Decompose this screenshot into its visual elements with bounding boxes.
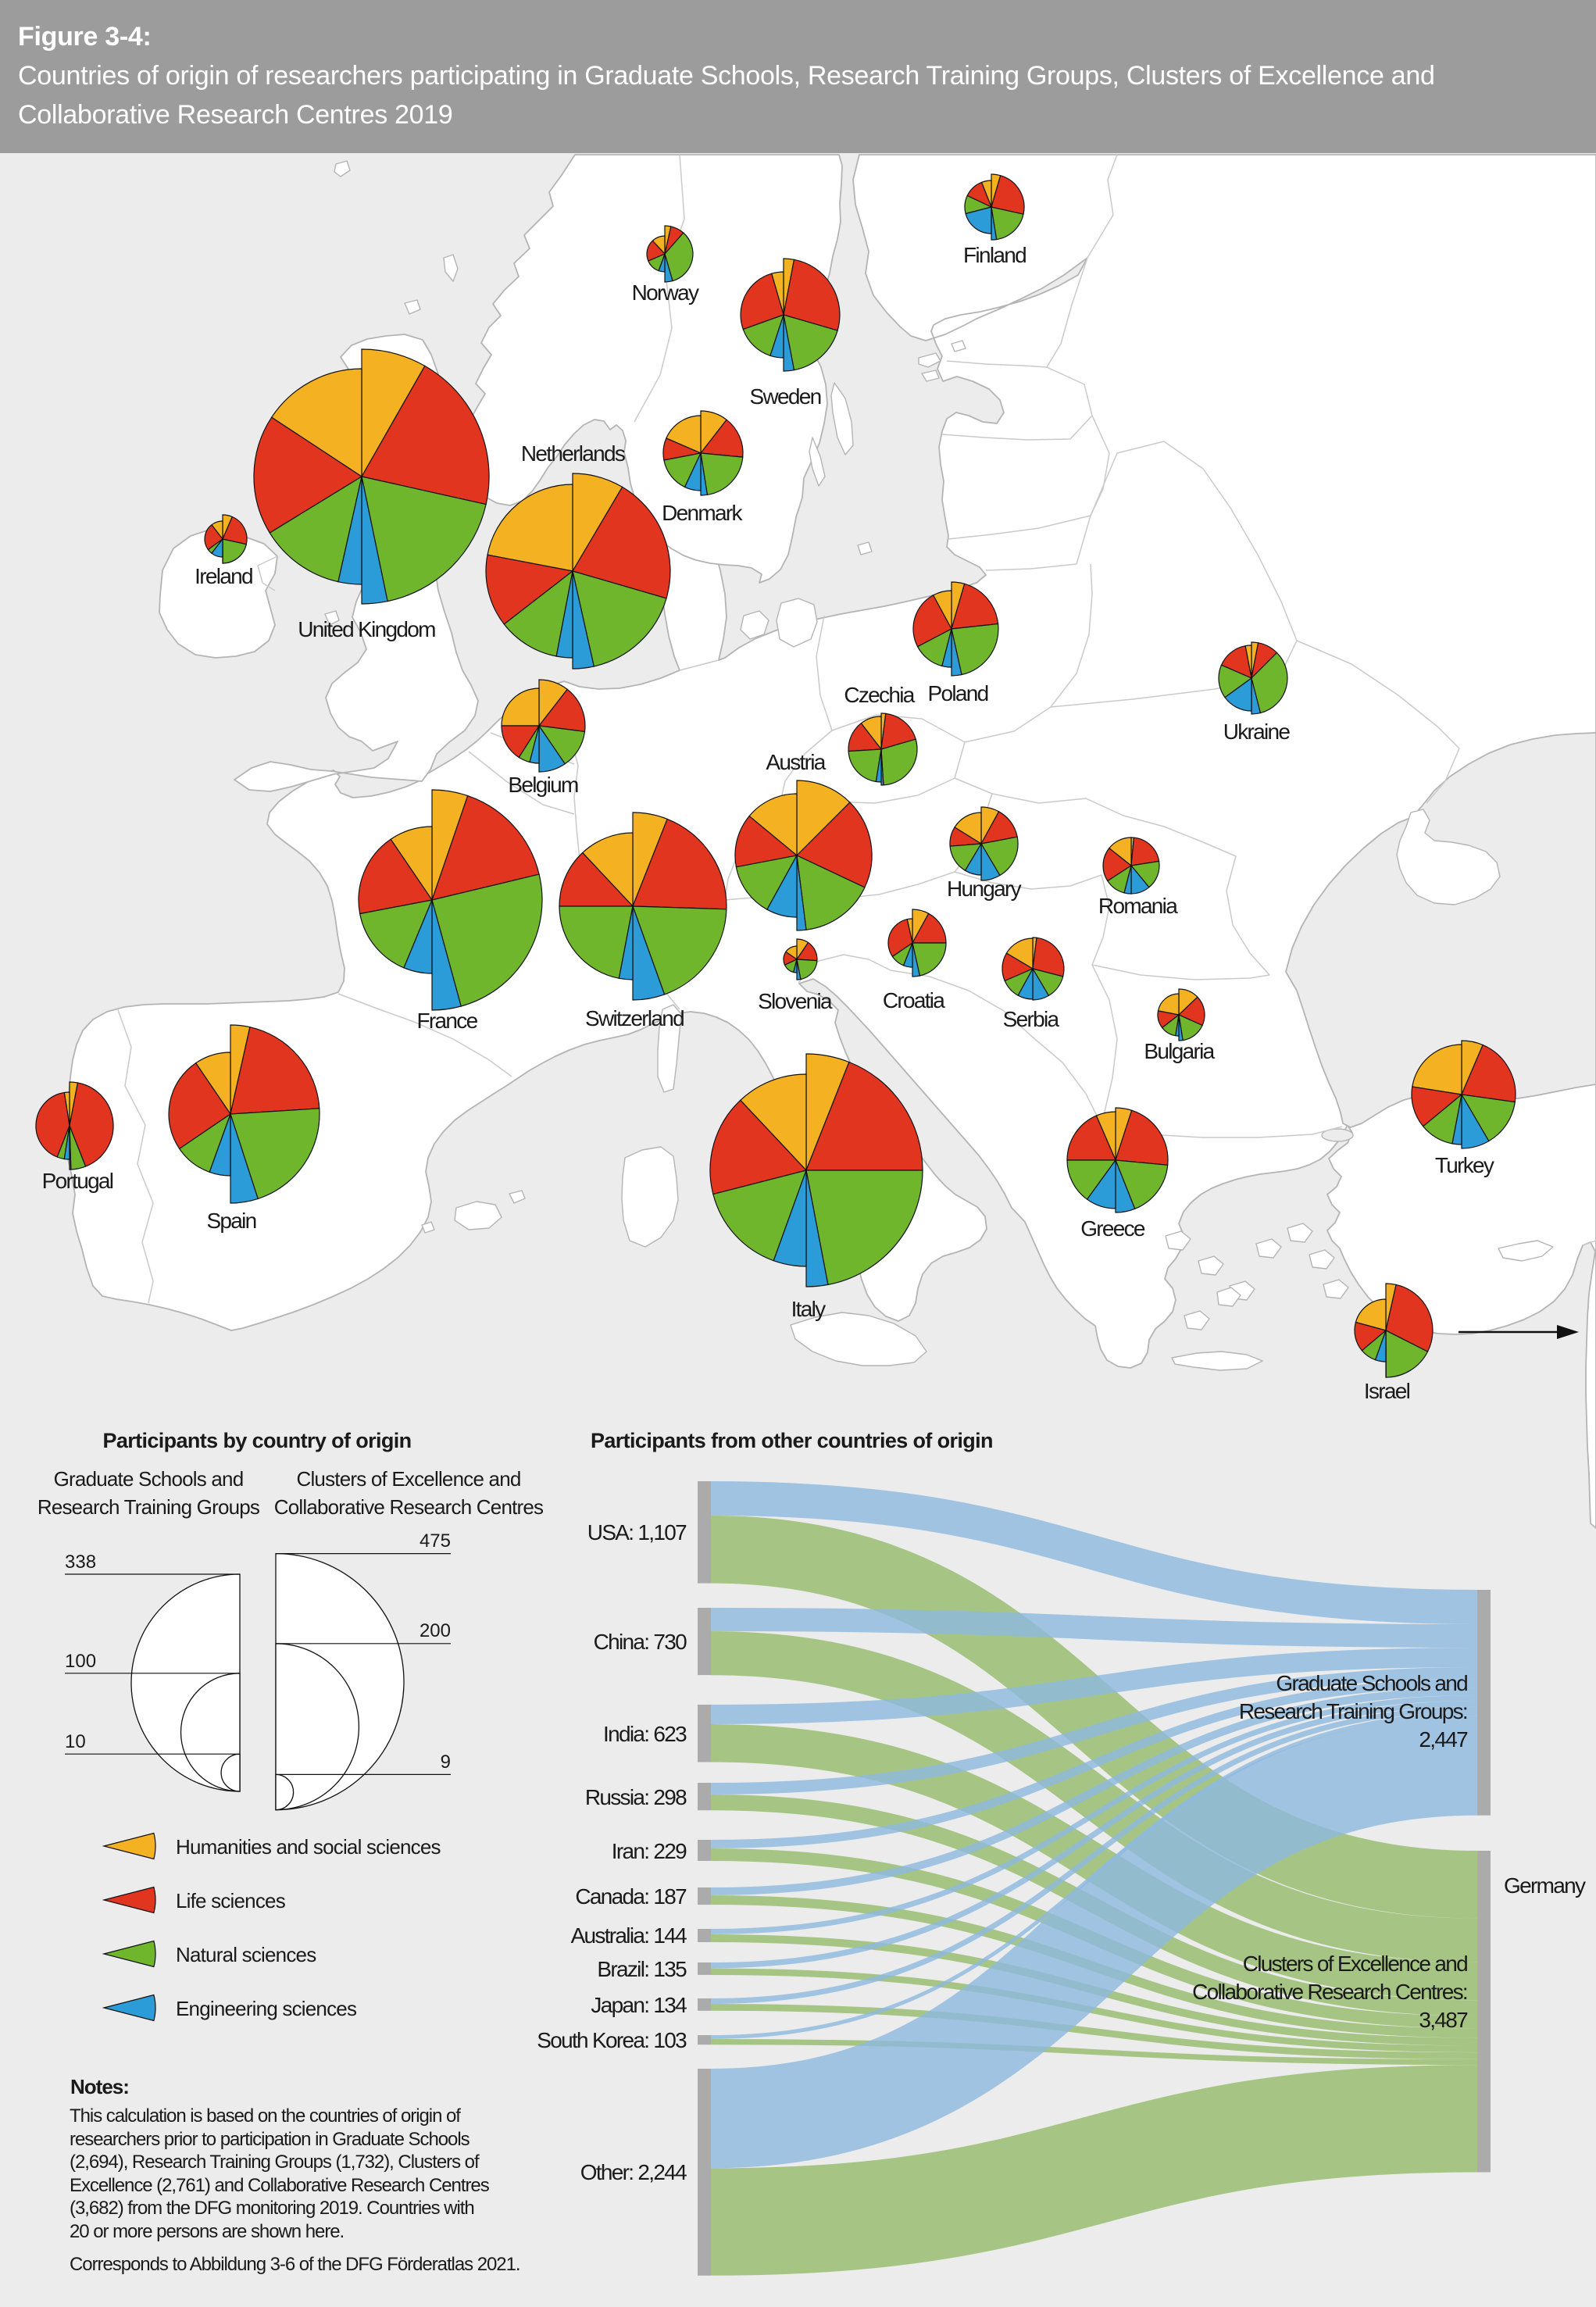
svg-text:Participants from other countr: Participants from other countries of ori… [591,1429,993,1452]
svg-text:Slovenia: Slovenia [758,989,833,1013]
svg-text:Japan: 134: Japan: 134 [591,1993,687,2017]
svg-text:Excellence (2,761) and Collabo: Excellence (2,761) and Collaborative Res… [70,2175,490,2196]
svg-text:India: 623: India: 623 [603,1722,687,1746]
svg-text:Collaborative Research Centres: Collaborative Research Centres 2019 [18,100,452,130]
svg-text:(3,682) from the DFG monitorin: (3,682) from the DFG monitoring 2019. Co… [70,2198,474,2219]
svg-text:Graduate Schools and: Graduate Schools and [54,1467,244,1491]
svg-text:South Korea: 103: South Korea: 103 [537,2028,687,2052]
svg-text:200: 200 [420,1620,451,1641]
svg-text:Poland: Poland [928,681,988,705]
svg-text:Research Training Groups: Research Training Groups [37,1495,260,1519]
svg-text:Participants by country of ori: Participants by country of origin [102,1429,411,1452]
svg-text:Corresponds to Abbildung 3-6 o: Corresponds to Abbildung 3-6 of the DFG … [70,2254,520,2275]
svg-text:USA: 1,107: USA: 1,107 [587,1520,687,1545]
svg-text:(2,694), Research Training Gro: (2,694), Research Training Groups (1,732… [70,2152,480,2173]
svg-text:Natural sciences: Natural sciences [176,1943,316,1966]
svg-text:3,487: 3,487 [1419,2008,1468,2032]
svg-text:Life sciences: Life sciences [176,1889,286,1912]
svg-text:Turkey: Turkey [1435,1153,1494,1177]
svg-text:Netherlands: Netherlands [521,441,625,466]
svg-text:Germany: Germany [1504,1873,1586,1898]
svg-text:Czechia: Czechia [844,683,915,707]
svg-text:475: 475 [420,1530,451,1552]
svg-text:Countries of origin of researc: Countries of origin of researchers parti… [18,61,1435,91]
svg-text:100: 100 [65,1651,96,1672]
svg-text:Figure 3-4:: Figure 3-4: [18,22,152,52]
svg-text:researchers prior to participa: researchers prior to participation in Gr… [70,2129,470,2150]
svg-text:United Kingdom: United Kingdom [298,617,435,641]
svg-text:Croatia: Croatia [883,988,945,1012]
svg-text:Graduate Schools and: Graduate Schools and [1276,1671,1467,1695]
svg-text:Ireland: Ireland [195,564,252,588]
svg-text:Norway: Norway [632,280,699,305]
svg-text:9: 9 [441,1752,451,1773]
svg-text:Israel: Israel [1364,1379,1410,1403]
svg-text:Switzerland: Switzerland [585,1006,684,1030]
svg-text:Russia: 298: Russia: 298 [585,1785,687,1809]
svg-text:Collaborative Research Centres: Collaborative Research Centres [274,1495,544,1519]
svg-text:Bulgaria: Bulgaria [1144,1039,1215,1063]
svg-text:Spain: Spain [206,1209,255,1233]
svg-text:Iran: 229: Iran: 229 [612,1839,687,1863]
svg-text:Sweden: Sweden [750,384,821,409]
svg-text:Clusters of Excellence and: Clusters of Excellence and [1243,1952,1467,1976]
svg-text:Belgium: Belgium [508,773,578,797]
svg-text:France: France [417,1009,478,1033]
svg-text:Research Training Groups:: Research Training Groups: [1239,1699,1467,1723]
svg-text:Ukraine: Ukraine [1223,720,1291,744]
svg-text:Portugal: Portugal [42,1169,113,1193]
svg-text:Romania: Romania [1098,894,1178,918]
svg-text:Australia: 144: Australia: 144 [571,1923,687,1948]
svg-text:Clusters of Excellence and: Clusters of Excellence and [296,1467,520,1491]
svg-text:China: 730: China: 730 [594,1630,687,1654]
svg-text:Other: 2,244: Other: 2,244 [580,2160,687,2184]
svg-text:Italy: Italy [791,1297,827,1321]
svg-text:338: 338 [65,1552,96,1573]
svg-text:Humanities and social sciences: Humanities and social sciences [176,1835,441,1859]
svg-text:Engineering sciences: Engineering sciences [176,1997,357,2020]
svg-text:Austria: Austria [766,750,826,774]
svg-text:20 or more persons are shown h: 20 or more persons are shown here. [70,2221,344,2242]
svg-text:Greece: Greece [1080,1216,1145,1241]
svg-text:2,447: 2,447 [1419,1727,1468,1752]
svg-text:Finland: Finland [963,243,1026,267]
svg-text:Denmark: Denmark [662,501,743,525]
svg-text:Notes:: Notes: [70,2075,129,2098]
svg-text:Serbia: Serbia [1003,1007,1060,1031]
svg-text:Hungary: Hungary [947,877,1022,901]
svg-text:10: 10 [65,1731,86,1752]
svg-text:Canada: 187: Canada: 187 [575,1884,687,1909]
svg-text:This calculation is based on t: This calculation is based on the countri… [70,2105,461,2127]
svg-text:Collaborative Research Centres: Collaborative Research Centres: [1192,1980,1467,2004]
svg-text:Brazil: 135: Brazil: 135 [597,1957,687,1981]
